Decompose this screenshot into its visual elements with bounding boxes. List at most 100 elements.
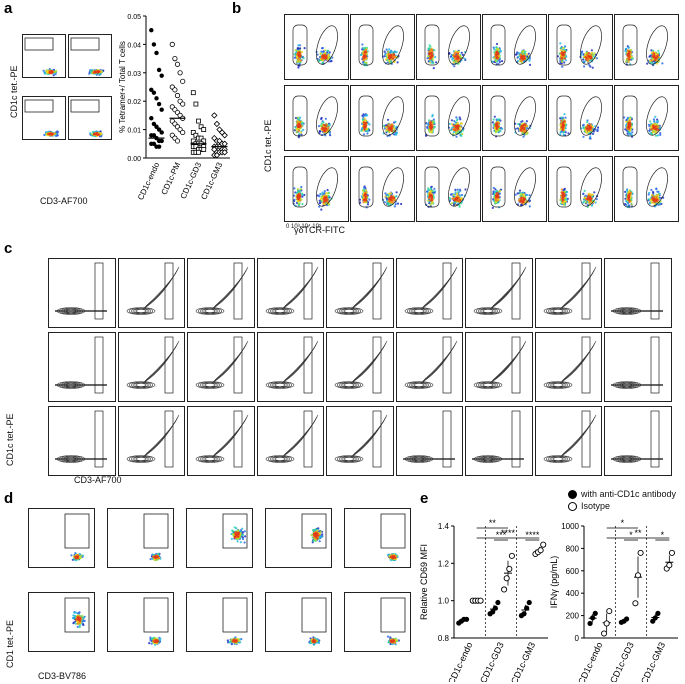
panel-c-gate [233,336,243,394]
panel-a-flow-plot [22,96,66,140]
panel-c-flow-plot [465,406,533,476]
panel-b-population-right [316,188,333,211]
panel-c-contour-lines [195,340,249,389]
panel-c-contour [265,336,318,394]
panel-e-2-y-tick-label: 800 [566,544,580,553]
panel-b-gate-right [580,96,602,136]
panel-c-gate [650,336,660,394]
panel-c-gate [581,410,590,468]
panel-a-data-point [213,120,221,128]
panel-e-2-y-axis-title: IFNγ (pg/mL) [549,556,559,609]
panel-c-gate [511,410,521,468]
panel-a-data-point [169,41,175,48]
panel-e-1-data-point [521,611,527,617]
panel-c-flow-plot [117,332,185,402]
panel-b-flow-density [622,166,668,209]
panel-a-data-point [196,118,201,124]
legend-filled-marker [568,490,577,499]
panel-b-flow-plot [548,85,613,151]
panel-d-flow-density [301,513,327,549]
panel-a-data-point [193,132,199,138]
panel-c-contour [543,410,596,468]
panel-d-flow-density [64,597,90,633]
panel-a-data-point [151,42,157,47]
panel-d-flow-plot [344,592,411,652]
panel-e-1-y-tick-label: 1.2 [438,559,450,568]
legend-open-marker [568,502,577,511]
panel-c-contour-lines [55,381,107,389]
panel-b-flow-plot [548,156,613,222]
panel-e-1-y-axis-title: Relative CD69 MFI [419,544,429,620]
panel-b-population-left [491,42,504,66]
panel-e-2-y-tick-label: 600 [566,567,580,576]
panel-c-gate [233,262,243,320]
panel-b-gate-left [292,166,308,208]
panel-b-flow-plot [614,156,679,222]
panel-c-flow-plot [604,406,672,476]
panel-b-gate-left [622,166,638,208]
panel-d-flow-plot [186,592,253,652]
panel-b-population-right [382,48,400,65]
panel-c-flow-plot [395,406,463,476]
panel-b-flow-plot [284,156,349,222]
panel-e-2-data-point [606,608,613,615]
panel-a-data-point [221,132,228,139]
panel-c-flow-plot [117,258,185,328]
panel-c-contour-lines [473,266,527,315]
panel-d-flow-density [380,597,406,646]
panel-c-contour-lines [611,381,663,389]
panel-a-data-point [177,70,183,76]
panel-e-2-significance-label: * [661,530,665,540]
panel-b-flow-density [424,166,470,208]
panel-a-category-label: CD1c-endo [136,161,161,202]
panel-a-y-tick-label: 0.05 [127,14,141,21]
panel-a-data-point [201,147,207,152]
panel-c-flow-plot [326,258,394,328]
panel-e-2-significance-label: * [629,530,633,540]
panel-b-gate-right [316,25,338,65]
panel-c-contour [195,336,249,394]
panel-e-2-y-tick-label: 1000 [561,522,579,531]
panel-a-data-point [154,50,159,56]
panel-c-flow-plot [395,332,463,402]
panel-b-gate-right [382,167,404,207]
panel-e-1-data-point [540,541,547,548]
panel-c-contour [126,262,179,320]
panel-c-contour-lines [611,455,663,463]
panel-b-flow-plot [284,85,349,151]
panel-b-gate-left [358,166,374,208]
panel-c-flow-plot [187,258,255,328]
panel-d-flow-density [64,513,90,562]
panel-c-gate [233,410,243,468]
panel-b-population-right [315,46,334,65]
panel-e-2-y-tick-label: 400 [566,589,580,598]
panel-c-gate [164,410,173,468]
panel-a-data-point [198,135,204,141]
panel-a-data-point [159,130,164,135]
panel-c-contour-lines [126,340,179,389]
panel-d-flow-plot [265,592,332,652]
panel-a-data-point [193,101,199,107]
panel-c-gate [94,262,104,320]
panel-e-2-category-label: CD1c-endo [576,641,604,682]
panel-a-data-point [180,129,186,136]
panel-b-flow-density [490,166,536,209]
panel-c-gate [94,410,104,468]
panel-a-data-point [156,67,162,73]
panel-b-gate-right [382,25,404,65]
panel-e-2-data-point [587,620,593,627]
panel-d-population [308,636,321,646]
panel-c-flow-plot [604,332,672,402]
panel-e-1-data-point [492,605,498,611]
panel-c-flow-plot [534,258,602,328]
panel-b-population-left [426,44,438,70]
panel-a-data-point [154,124,159,129]
panel-b-gate-left [424,24,440,66]
panel-a-data-point [156,127,162,132]
panel-a-y-tick-label: 0.02 [127,99,141,106]
panel-c-contour-lines [334,266,388,315]
panel-c-contour-lines [543,340,596,389]
panel-a-data-point [151,121,157,127]
panel-b-population-left [358,185,371,209]
panel-e-1-category-label: CD1c-endo [446,641,474,682]
